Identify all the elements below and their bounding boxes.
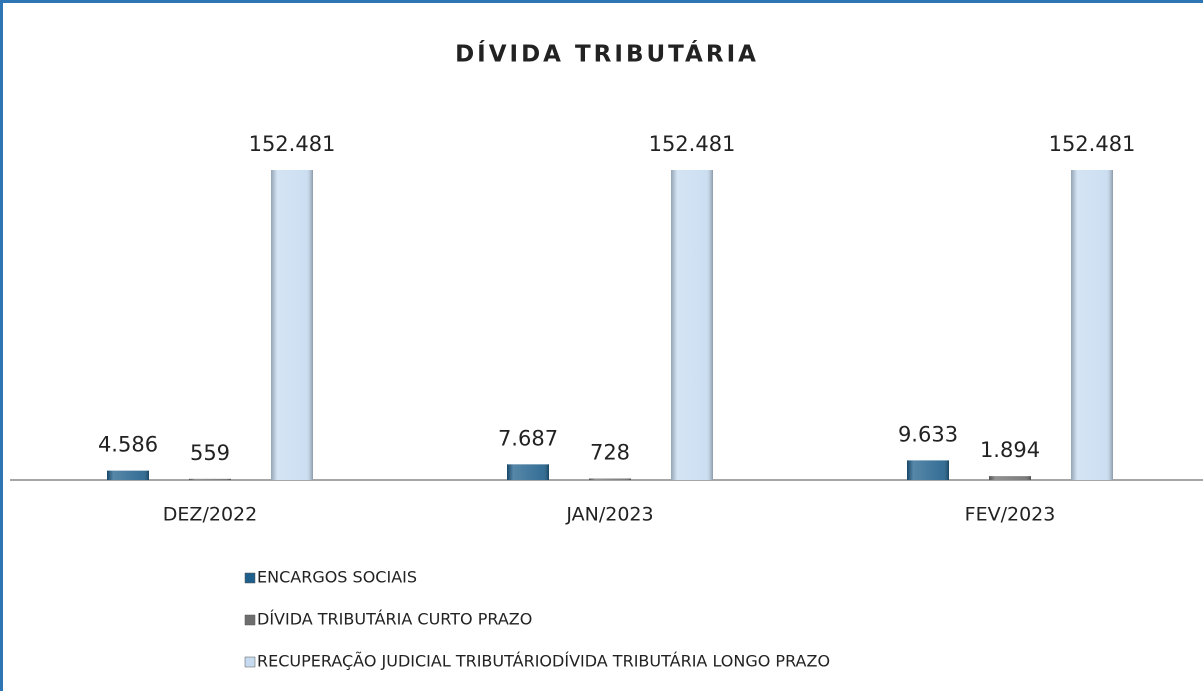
data-label: 559 [190, 441, 230, 465]
data-label: 9.633 [898, 422, 958, 446]
legend-label: DÍVIDA TRIBUTÁRIA CURTO PRAZO [257, 610, 532, 629]
data-label: 728 [590, 441, 630, 465]
chart-title: DÍVIDA TRIBUTÁRIA [455, 40, 759, 68]
data-label: 152.481 [249, 132, 336, 156]
x-tick-label: DEZ/2022 [163, 504, 257, 526]
bar-bevel [189, 478, 231, 480]
bar-bevel [907, 460, 949, 480]
bar-bevel [107, 470, 149, 480]
bar-bevel [507, 464, 549, 480]
data-label: 152.481 [1049, 132, 1136, 156]
legend-swatch [244, 656, 256, 668]
legend-swatch [244, 572, 256, 584]
bar-bevel [989, 476, 1031, 480]
data-label: 152.481 [649, 132, 736, 156]
bar-bevel [271, 170, 313, 480]
bar-bevel [671, 170, 713, 480]
bar-bevel [589, 478, 631, 480]
x-tick-label: FEV/2023 [965, 504, 1056, 526]
legend-label: ENCARGOS SOCIAIS [257, 568, 417, 587]
legend-label: RECUPERAÇÃO JUDICIAL TRIBUTÁRIODÍVIDA TR… [257, 652, 830, 671]
data-label: 4.586 [98, 433, 158, 457]
data-label: 1.894 [980, 438, 1040, 462]
data-label: 7.687 [498, 426, 558, 450]
x-tick-label: JAN/2023 [565, 504, 653, 526]
bar-bevel [1071, 170, 1113, 480]
legend-swatch [244, 614, 256, 626]
